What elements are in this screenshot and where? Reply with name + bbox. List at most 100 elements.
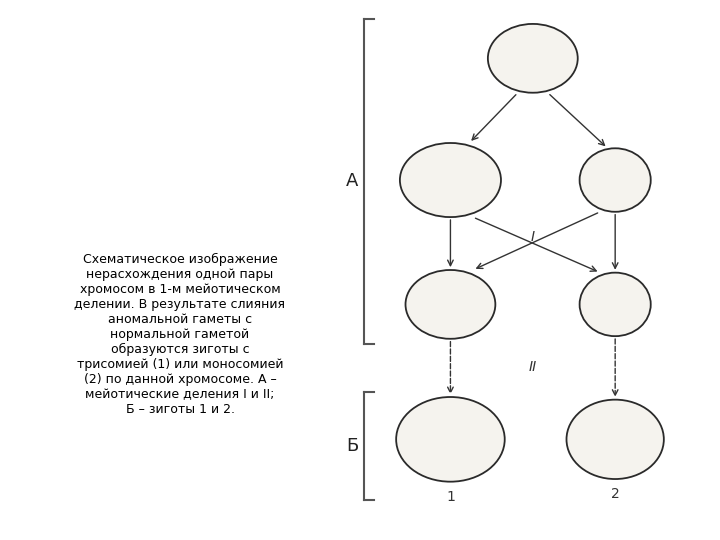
FancyBboxPatch shape xyxy=(465,429,468,438)
FancyBboxPatch shape xyxy=(462,438,464,441)
Ellipse shape xyxy=(396,397,505,482)
FancyBboxPatch shape xyxy=(626,429,629,438)
FancyBboxPatch shape xyxy=(537,59,540,69)
FancyBboxPatch shape xyxy=(441,429,444,438)
FancyBboxPatch shape xyxy=(437,440,440,449)
FancyBboxPatch shape xyxy=(522,59,525,69)
FancyBboxPatch shape xyxy=(514,47,517,57)
FancyBboxPatch shape xyxy=(518,47,521,57)
FancyBboxPatch shape xyxy=(458,303,459,306)
FancyBboxPatch shape xyxy=(605,429,608,438)
FancyBboxPatch shape xyxy=(465,440,468,449)
FancyBboxPatch shape xyxy=(458,170,461,179)
FancyBboxPatch shape xyxy=(613,303,614,306)
FancyBboxPatch shape xyxy=(606,438,608,441)
FancyBboxPatch shape xyxy=(440,181,443,190)
FancyBboxPatch shape xyxy=(444,429,447,438)
Ellipse shape xyxy=(567,400,664,479)
FancyBboxPatch shape xyxy=(462,178,464,181)
Ellipse shape xyxy=(580,273,651,336)
FancyBboxPatch shape xyxy=(468,440,471,449)
FancyBboxPatch shape xyxy=(441,303,444,306)
FancyBboxPatch shape xyxy=(602,438,604,441)
FancyBboxPatch shape xyxy=(458,440,461,449)
FancyBboxPatch shape xyxy=(518,59,521,69)
FancyBboxPatch shape xyxy=(444,440,447,449)
FancyBboxPatch shape xyxy=(438,303,440,306)
FancyBboxPatch shape xyxy=(549,57,552,60)
FancyBboxPatch shape xyxy=(437,429,440,438)
FancyBboxPatch shape xyxy=(618,429,621,438)
FancyBboxPatch shape xyxy=(626,440,629,449)
FancyBboxPatch shape xyxy=(433,440,436,449)
FancyBboxPatch shape xyxy=(444,295,447,303)
FancyBboxPatch shape xyxy=(447,181,450,190)
FancyBboxPatch shape xyxy=(522,57,524,60)
FancyBboxPatch shape xyxy=(514,57,516,60)
FancyBboxPatch shape xyxy=(537,47,540,57)
FancyBboxPatch shape xyxy=(433,438,436,441)
FancyBboxPatch shape xyxy=(622,429,625,438)
FancyBboxPatch shape xyxy=(447,170,450,179)
FancyBboxPatch shape xyxy=(626,438,628,441)
Ellipse shape xyxy=(488,24,577,93)
FancyBboxPatch shape xyxy=(526,59,528,69)
FancyBboxPatch shape xyxy=(518,57,520,60)
FancyBboxPatch shape xyxy=(545,47,548,57)
FancyBboxPatch shape xyxy=(441,440,444,449)
FancyBboxPatch shape xyxy=(448,305,451,313)
Ellipse shape xyxy=(400,143,501,217)
FancyBboxPatch shape xyxy=(441,178,443,181)
Text: Б: Б xyxy=(346,437,359,455)
FancyBboxPatch shape xyxy=(430,429,433,438)
FancyBboxPatch shape xyxy=(623,438,625,441)
FancyBboxPatch shape xyxy=(461,429,464,438)
FancyBboxPatch shape xyxy=(616,303,618,306)
Text: А: А xyxy=(346,172,359,191)
FancyBboxPatch shape xyxy=(616,305,618,313)
Ellipse shape xyxy=(405,270,495,339)
FancyBboxPatch shape xyxy=(541,57,544,60)
FancyBboxPatch shape xyxy=(448,429,450,438)
FancyBboxPatch shape xyxy=(460,305,463,313)
FancyBboxPatch shape xyxy=(526,47,528,57)
FancyBboxPatch shape xyxy=(616,181,618,190)
FancyBboxPatch shape xyxy=(541,59,544,69)
FancyBboxPatch shape xyxy=(461,303,462,306)
Text: II: II xyxy=(528,360,537,374)
FancyBboxPatch shape xyxy=(457,305,460,313)
FancyBboxPatch shape xyxy=(469,438,471,441)
FancyBboxPatch shape xyxy=(431,438,432,441)
FancyBboxPatch shape xyxy=(546,57,548,60)
FancyBboxPatch shape xyxy=(445,438,446,441)
FancyBboxPatch shape xyxy=(618,440,621,449)
Text: 2: 2 xyxy=(611,487,619,501)
FancyBboxPatch shape xyxy=(616,170,618,179)
FancyBboxPatch shape xyxy=(526,57,528,60)
FancyBboxPatch shape xyxy=(441,295,444,303)
FancyBboxPatch shape xyxy=(612,295,615,303)
FancyBboxPatch shape xyxy=(613,178,614,181)
FancyBboxPatch shape xyxy=(448,438,450,441)
FancyBboxPatch shape xyxy=(619,438,621,441)
FancyBboxPatch shape xyxy=(448,303,450,306)
FancyBboxPatch shape xyxy=(602,440,605,449)
Text: 1: 1 xyxy=(446,490,455,504)
Text: I: I xyxy=(531,230,535,244)
FancyBboxPatch shape xyxy=(448,295,451,303)
FancyBboxPatch shape xyxy=(440,170,443,179)
FancyBboxPatch shape xyxy=(616,178,618,181)
FancyBboxPatch shape xyxy=(545,59,548,69)
FancyBboxPatch shape xyxy=(538,57,539,60)
FancyBboxPatch shape xyxy=(438,438,439,441)
FancyBboxPatch shape xyxy=(612,170,615,179)
Ellipse shape xyxy=(580,148,651,212)
FancyBboxPatch shape xyxy=(616,440,618,449)
FancyBboxPatch shape xyxy=(522,47,525,57)
FancyBboxPatch shape xyxy=(468,429,471,438)
FancyBboxPatch shape xyxy=(458,438,460,441)
FancyBboxPatch shape xyxy=(444,181,447,190)
FancyBboxPatch shape xyxy=(430,440,433,449)
FancyBboxPatch shape xyxy=(460,295,463,303)
FancyBboxPatch shape xyxy=(441,438,443,441)
